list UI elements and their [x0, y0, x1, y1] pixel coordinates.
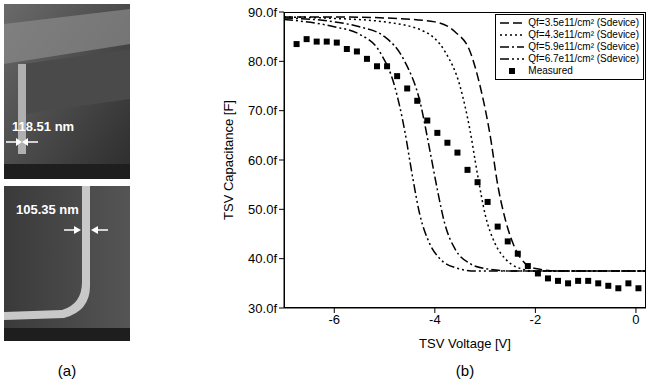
- svg-text:0: 0: [632, 312, 639, 327]
- svg-text:-2: -2: [530, 312, 542, 327]
- svg-text:TSV Voltage [V]: TSV Voltage [V]: [419, 336, 511, 351]
- html-text:Qf=6.7e11/cm² (Sdevice): Qf=6.7e11/cm² (Sdevice): [528, 53, 639, 64]
- svg-text:-4: -4: [429, 312, 441, 327]
- html-text:Qf=3.5e11/cm² (Sdevice): Qf=3.5e11/cm² (Sdevice): [528, 17, 639, 28]
- svg-text:50.0f: 50.0f: [248, 202, 277, 217]
- svg-text:90.0f: 90.0f: [248, 5, 277, 20]
- svg-text:TSV Capacitance [F]: TSV Capacitance [F]: [221, 100, 236, 220]
- svg-text:70.0f: 70.0f: [248, 103, 277, 118]
- html-text:Qf=5.9e11/cm² (Sdevice): Qf=5.9e11/cm² (Sdevice): [528, 41, 639, 52]
- svg-text:-6: -6: [328, 312, 340, 327]
- html-text:Measured: Measured: [528, 65, 573, 76]
- html-text:(b): (b): [455, 362, 475, 379]
- html-text:(a): (a): [57, 362, 77, 379]
- svg-text:80.0f: 80.0f: [248, 54, 277, 69]
- svg-text:105.35 nm: 105.35 nm: [16, 202, 79, 217]
- svg-text:30.0f: 30.0f: [248, 301, 277, 316]
- svg-text:40.0f: 40.0f: [248, 251, 277, 266]
- svg-text:60.0f: 60.0f: [248, 153, 277, 168]
- html-text:Qf=4.3e11/cm² (Sdevice): Qf=4.3e11/cm² (Sdevice): [528, 29, 639, 40]
- svg-text:118.51 nm: 118.51 nm: [12, 119, 74, 134]
